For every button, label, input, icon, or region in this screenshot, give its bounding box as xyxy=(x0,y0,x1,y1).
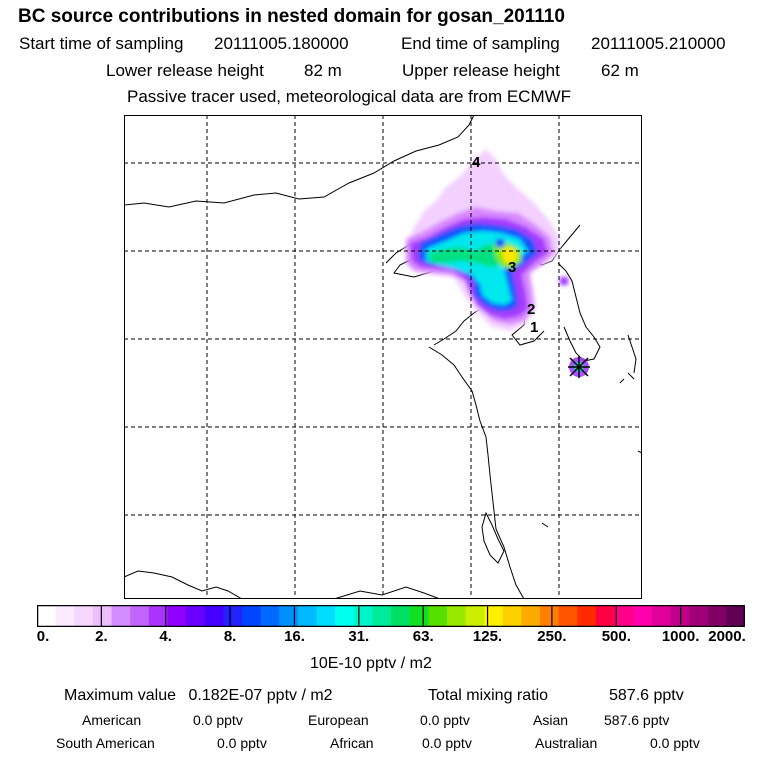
colorbar-cell xyxy=(111,605,131,627)
colorbar-cell xyxy=(428,605,448,627)
colorbar-tick-label: 8. xyxy=(223,628,237,645)
colorbar-cell xyxy=(74,605,94,627)
colorbar-cell xyxy=(521,605,541,627)
region-australian-value: 0.0 pptv xyxy=(650,735,700,751)
lower-height-label: Lower release height xyxy=(106,61,264,80)
colorbar-cell xyxy=(409,605,429,627)
colorbar-cell xyxy=(465,605,485,627)
map-title: BC source contributions in nested domain… xyxy=(18,6,565,27)
colorbar-tick-label: 500. xyxy=(601,628,631,645)
colorbar-cell xyxy=(707,605,727,627)
region-south-american-name: South American xyxy=(56,735,155,751)
lat-lon-grid xyxy=(124,115,642,599)
end-time-value: 20111005.210000 xyxy=(591,34,726,53)
colorbar-cell xyxy=(484,605,504,627)
colorbar-cell xyxy=(316,605,336,627)
colorbar xyxy=(37,605,745,627)
colorbar-cell xyxy=(167,605,187,627)
colorbar-cell xyxy=(353,605,373,627)
colorbar-tick-label: 0. xyxy=(36,628,50,645)
colorbar-cell xyxy=(37,605,57,627)
colorbar-cell xyxy=(92,605,113,627)
colorbar-cell xyxy=(130,605,150,627)
upper-height-value: 62 m xyxy=(601,61,639,80)
region-european-name: European xyxy=(308,712,369,728)
region-american-name: American xyxy=(82,712,142,728)
colorbar-cell xyxy=(335,605,355,627)
colorbar-cell xyxy=(614,605,634,627)
colorbar-cell xyxy=(446,605,467,627)
colorbar-cell xyxy=(558,605,578,627)
lower-height-value: 82 m xyxy=(304,61,342,80)
colorbar-cell xyxy=(577,605,597,627)
trajectory-label-2: 2 xyxy=(527,301,535,318)
receptor-star-icon xyxy=(568,356,590,378)
colorbar-cell xyxy=(633,605,653,627)
colorbar-cell xyxy=(279,605,299,627)
colorbar-cell xyxy=(204,605,224,627)
tracer-note: Passive tracer used, meteorological data… xyxy=(127,87,572,106)
colorbar-cell xyxy=(595,605,616,627)
colorbar-tick-label: 125. xyxy=(472,628,503,645)
region-african-name: African xyxy=(330,735,374,751)
region-american-value: 0.0 pptv xyxy=(193,712,243,728)
map-canvas: 4 3 2 1 xyxy=(124,115,642,599)
source-contribution-plume xyxy=(404,149,568,331)
colorbar-cell xyxy=(502,605,523,627)
colorbar-cell xyxy=(372,605,392,627)
region-south-american-value: 0.0 pptv xyxy=(217,735,267,751)
total-mixing-row: Total mixing ratio 587.6 pptv xyxy=(428,687,684,705)
colorbar-cell xyxy=(651,605,672,627)
colorbar-tick-label: 250. xyxy=(537,628,567,645)
colorbar-tick-label: 2000. xyxy=(708,628,746,645)
total-mixing-label: Total mixing ratio xyxy=(428,687,549,704)
colorbar-tick-label: 63. xyxy=(412,628,434,645)
colorbar-cell xyxy=(186,605,206,627)
colorbar-cell xyxy=(726,605,745,627)
colorbar-cell xyxy=(223,605,243,627)
start-time-value: 20111005.180000 xyxy=(214,34,349,53)
colorbar-cell xyxy=(689,605,709,627)
upper-height-label: Upper release height xyxy=(402,61,560,80)
max-value: 0.182E-07 pptv / m2 xyxy=(188,687,333,704)
region-asian-value: 587.6 pptv xyxy=(604,712,670,728)
colorbar-cell xyxy=(297,605,318,627)
colorbar-tick-label: 2. xyxy=(95,628,108,645)
colorbar-tick-label: 16. xyxy=(284,628,305,645)
max-value-row: Maximum value 0.182E-07 pptv / m2 xyxy=(64,687,333,705)
max-value-label: Maximum value xyxy=(64,687,177,704)
region-asian-name: Asian xyxy=(533,712,569,728)
colorbar-cell xyxy=(391,605,411,627)
trajectory-label-1: 1 xyxy=(530,319,538,336)
colorbar-units: 10E-10 pptv / m2 xyxy=(310,655,432,672)
region-african-value: 0.0 pptv xyxy=(422,735,472,751)
total-mixing-value: 587.6 pptv xyxy=(609,687,684,704)
colorbar-cell xyxy=(55,605,75,627)
region-australian-name: Australian xyxy=(535,735,598,751)
colorbar-cell xyxy=(148,605,169,627)
colorbar-cell xyxy=(260,605,280,627)
map-panel: 4 3 2 1 xyxy=(124,115,642,599)
colorbar-tick-label: 1000. xyxy=(661,628,700,645)
map-frame xyxy=(124,115,642,599)
colorbar-tick-label: 31. xyxy=(348,628,370,645)
trajectory-label-3: 3 xyxy=(508,259,516,276)
colorbar-cell xyxy=(540,605,560,627)
end-time-label: End time of sampling xyxy=(401,34,560,53)
colorbar-cell xyxy=(241,605,262,627)
colorbar-tick-label: 4. xyxy=(159,628,172,645)
region-european-value: 0.0 pptv xyxy=(420,712,470,728)
start-time-label: Start time of sampling xyxy=(19,34,184,53)
